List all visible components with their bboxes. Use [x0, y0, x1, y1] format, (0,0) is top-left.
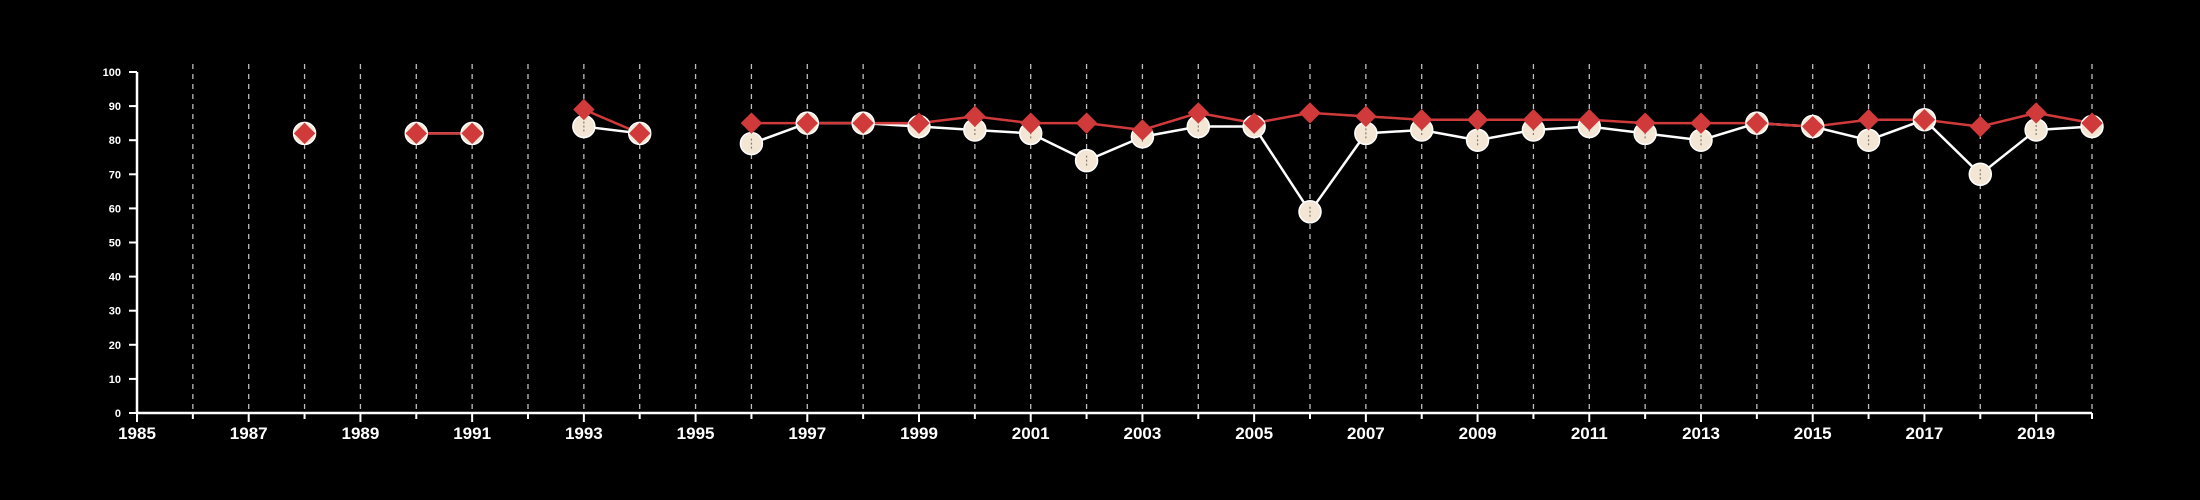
x-tick-label: 1989	[342, 424, 380, 443]
x-tick-label: 1999	[900, 424, 938, 443]
axes: 1985 1987 1989 1991 1993 1995 1997 1999 2001 2003…	[103, 67, 2093, 443]
diamond-marker	[1131, 119, 1154, 141]
diamond-marker	[1075, 112, 1098, 134]
x-tick-label: 2007	[1347, 424, 1385, 443]
y-tick-label: 50	[109, 238, 121, 250]
diamond-marker	[2025, 102, 2047, 124]
y-tick-label: 20	[109, 340, 121, 352]
diamond-marker	[908, 112, 930, 134]
diamond-marker	[1969, 115, 1991, 138]
diamond-marker	[1187, 102, 1209, 124]
diamond-marker	[964, 105, 986, 128]
x-tick-label: 2009	[1459, 424, 1497, 443]
x-tick-label: 1991	[453, 424, 491, 443]
gridlines	[192, 64, 2093, 413]
y-tick-label: 100	[103, 67, 121, 79]
diamond-marker	[1243, 112, 1265, 134]
diamond-marker	[1857, 109, 1880, 131]
x-tick-label: 2001	[1012, 424, 1050, 443]
series	[292, 98, 2104, 224]
diamond-marker	[796, 112, 818, 134]
x-tick-label: 2015	[1794, 424, 1832, 443]
x-tick-label: 2019	[2017, 424, 2055, 443]
y-tick-label: 60	[109, 203, 121, 215]
diamond-marker	[2081, 112, 2103, 134]
diamond-marker	[405, 122, 427, 145]
x-tick-label: 2013	[1682, 424, 1720, 443]
diamond-marker	[573, 98, 595, 121]
diamond-marker	[1578, 109, 1600, 131]
y-tick-label: 70	[109, 169, 121, 181]
y-tick-label: 40	[109, 272, 121, 284]
diamond-marker	[1020, 112, 1042, 134]
x-tick-label: 1987	[230, 424, 268, 443]
diamond-marker	[1913, 109, 1936, 131]
diamond-marker	[1634, 112, 1656, 134]
diamond-marker	[1746, 112, 1768, 134]
x-tick-label: 2011	[1571, 424, 1608, 443]
y-tick-label: 0	[115, 408, 121, 420]
diamond-marker	[1522, 109, 1545, 131]
diamond-marker	[1466, 109, 1489, 131]
diamond-marker	[1299, 102, 1321, 124]
diamond-marker	[1411, 109, 1433, 131]
y-tick-label: 10	[109, 374, 121, 386]
diamond-marker	[293, 122, 316, 145]
x-tick-label: 1993	[565, 424, 603, 443]
y-tick-label: 30	[109, 306, 121, 318]
x-tick-label: 2017	[1906, 424, 1944, 443]
diamond-marker	[852, 112, 874, 134]
diamond-marker	[1690, 112, 1712, 134]
diamond-marker	[1355, 105, 1377, 128]
y-tick-label: 80	[109, 135, 121, 147]
diamond-marker	[1802, 115, 1824, 138]
y-tick-label: 90	[109, 101, 121, 113]
diamond-marker	[461, 122, 483, 145]
x-tick-label: 1985	[118, 424, 156, 443]
x-tick-label: 2003	[1124, 424, 1162, 443]
diamond-marker	[629, 122, 651, 145]
diamond-marker	[740, 112, 763, 134]
x-tick-label: 2005	[1235, 424, 1273, 443]
x-tick-label: 1995	[677, 424, 715, 443]
x-tick-label: 1997	[788, 424, 826, 443]
